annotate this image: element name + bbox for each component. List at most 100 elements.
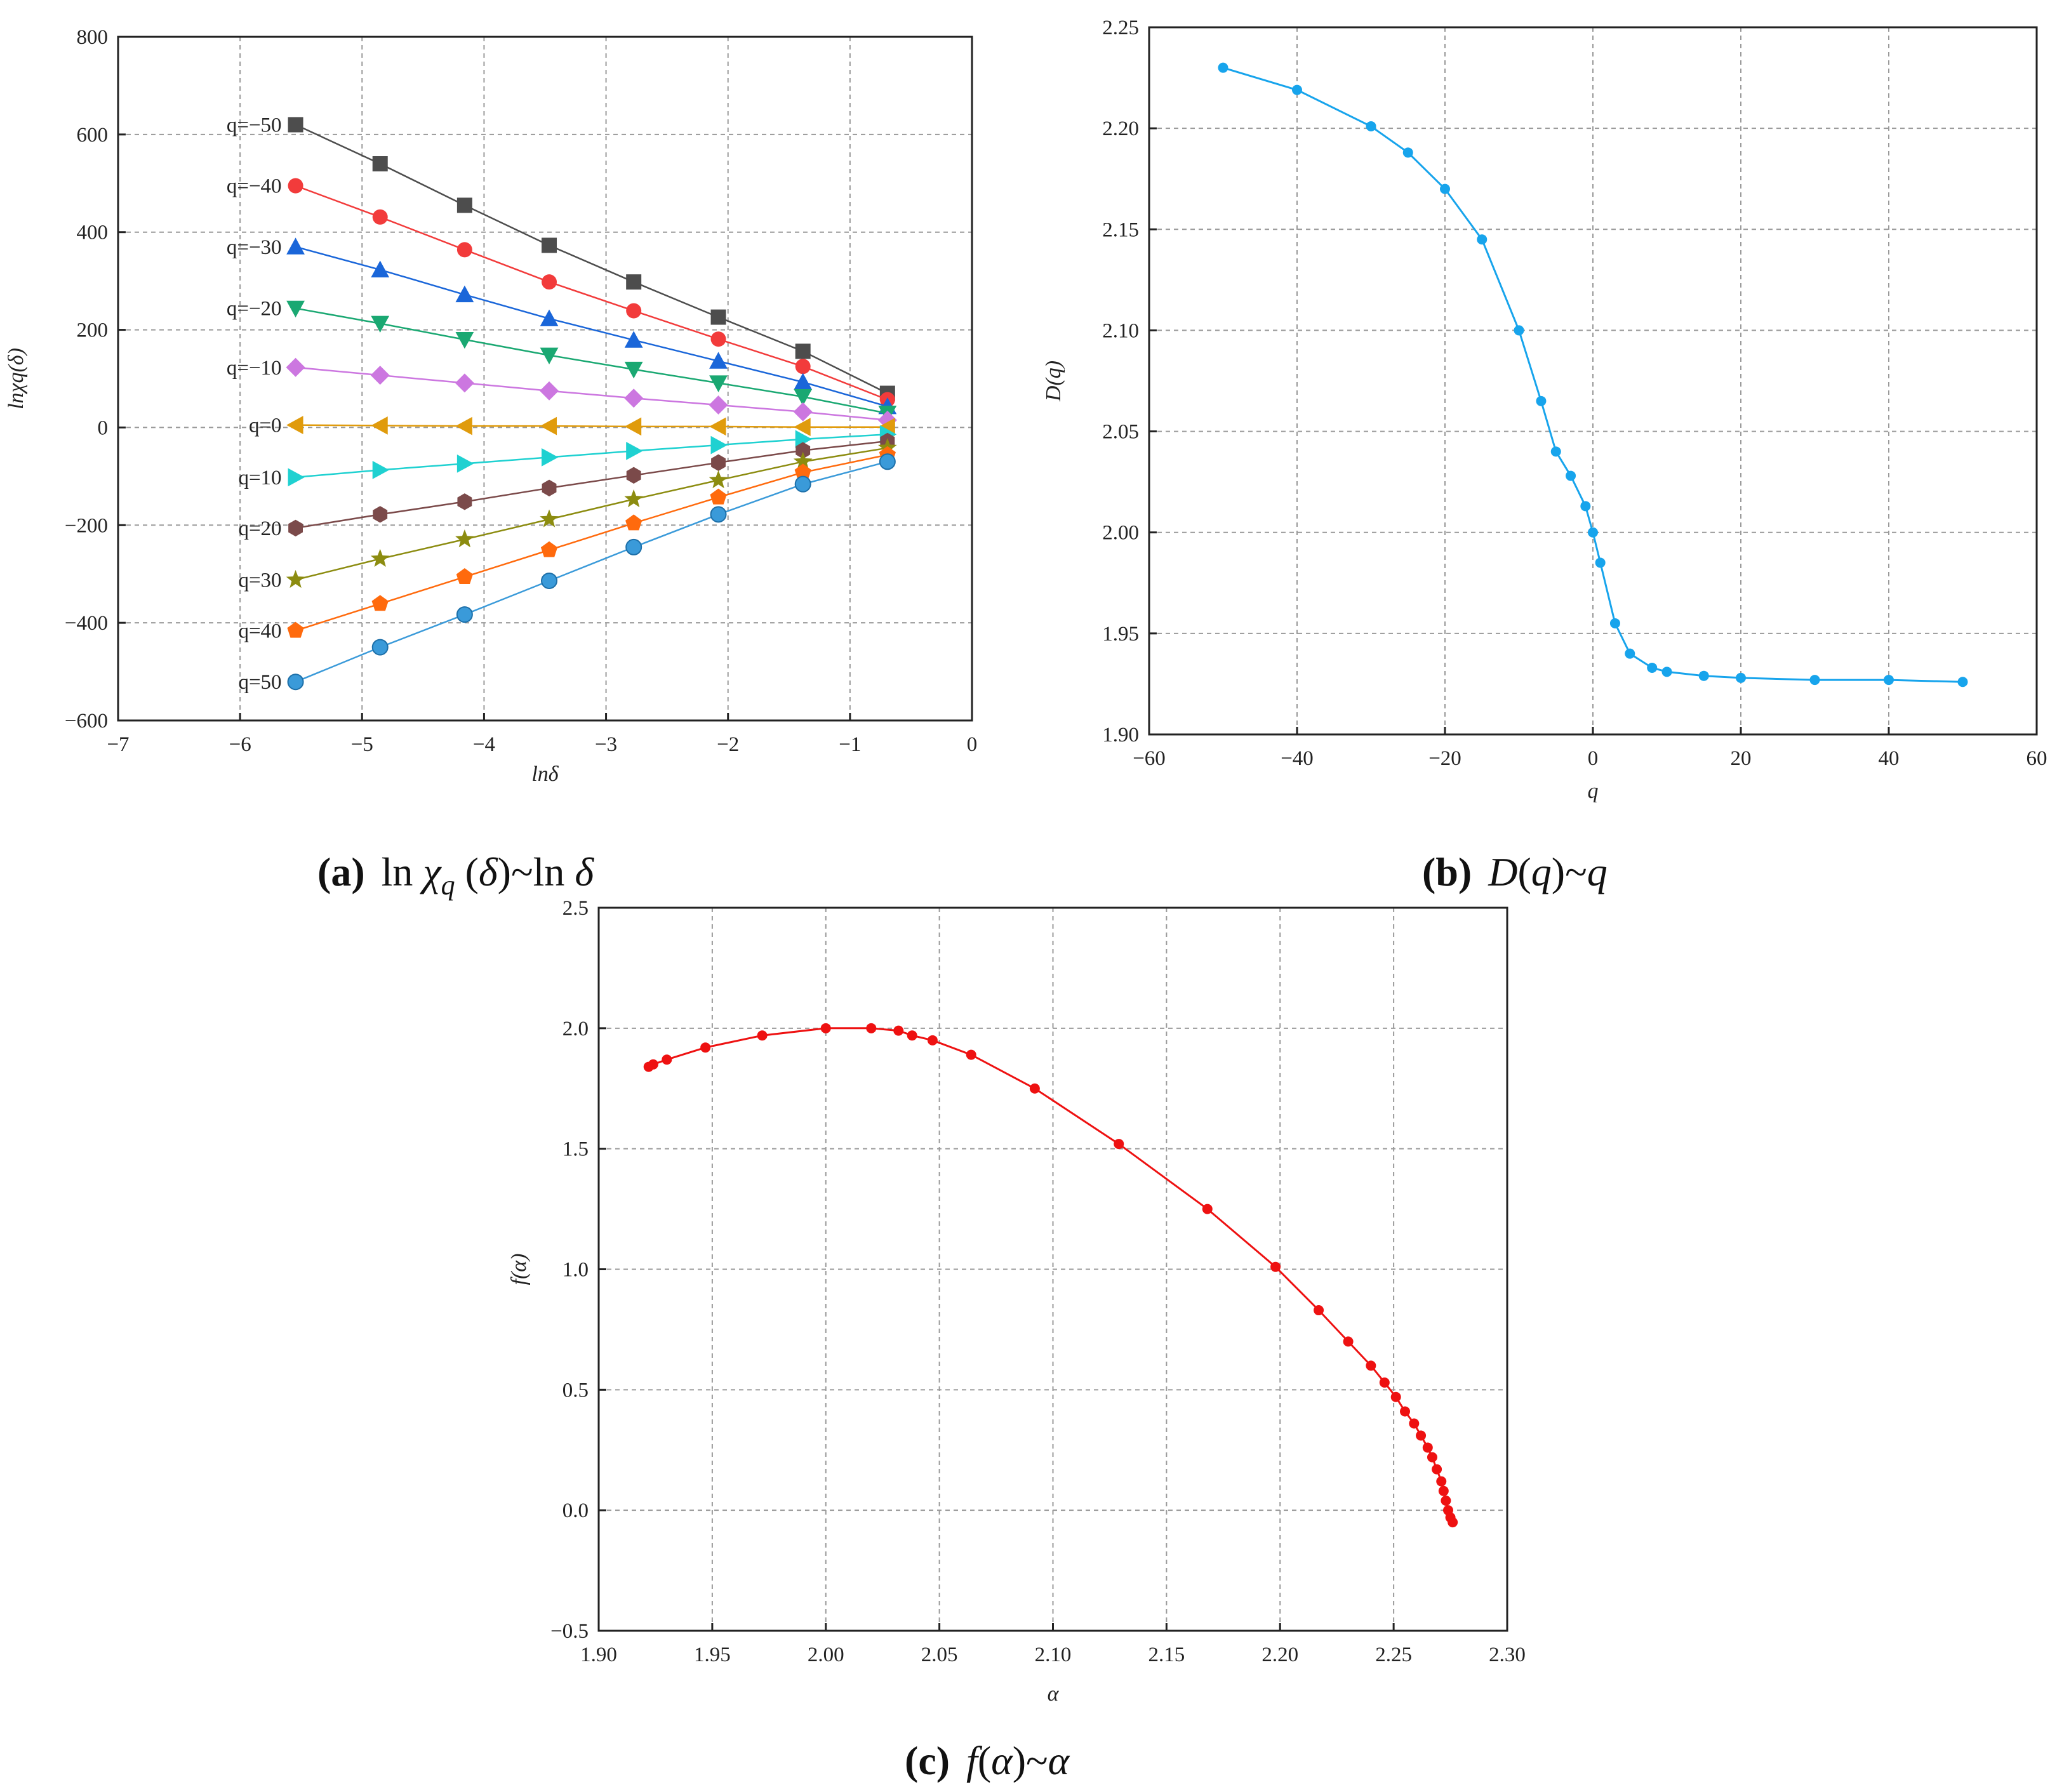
x-tick-label: −2 (717, 733, 739, 756)
y-axis-label: f(α) (507, 1254, 531, 1285)
y-axis-label: lnχq(δ) (4, 348, 28, 409)
y-tick-label: 2.10 (1102, 319, 1139, 342)
data-point (1609, 618, 1620, 628)
data-point (624, 331, 643, 348)
series-D-q (1218, 62, 1968, 687)
series-q=−10: q=−10 (227, 357, 897, 430)
data-point (456, 606, 473, 623)
data-point (370, 366, 390, 385)
panel-b-chart: −60 −40 −20 0 20 40 60 1.90 1.95 2.00 2.05 2.10 2.15… (1042, 17, 2047, 803)
data-point (710, 309, 726, 325)
data-point (1438, 1485, 1449, 1496)
data-point (288, 468, 305, 487)
series-q=−20: q=−20 (227, 298, 897, 423)
y-tick-label: 1.5 (563, 1138, 589, 1161)
series-label: q=−40 (227, 175, 282, 198)
data-point (794, 388, 813, 406)
series-label: q=40 (238, 620, 281, 642)
data-point (372, 209, 388, 225)
data-point (287, 621, 304, 638)
data-point (371, 260, 390, 277)
data-point (1416, 1430, 1427, 1441)
data-point (927, 1035, 938, 1045)
data-point (542, 274, 557, 290)
data-point (455, 285, 474, 303)
data-point (709, 375, 728, 392)
data-point (371, 315, 390, 333)
y-tick-label: 400 (77, 222, 109, 244)
data-point (455, 331, 474, 349)
y-tick-label: 2.0 (563, 1018, 589, 1040)
data-point (794, 463, 811, 480)
data-point (1400, 1406, 1411, 1417)
x-tick-label: 2.10 (1035, 1643, 1072, 1666)
y-tick-label: 2.25 (1102, 17, 1139, 39)
data-point (288, 519, 303, 537)
y-tick-label: 2.05 (1102, 421, 1139, 444)
data-point (625, 538, 642, 555)
data-point (794, 373, 813, 390)
series-q=50: q=50 (238, 453, 896, 694)
y-tick-label: 0.5 (563, 1379, 589, 1402)
data-point (710, 435, 728, 455)
data-point (1580, 501, 1591, 512)
y-tick-label: 2.20 (1102, 117, 1139, 140)
data-point (456, 568, 474, 584)
series-line (295, 461, 888, 683)
data-point (457, 493, 472, 510)
data-point (893, 1025, 904, 1036)
data-point (1514, 325, 1524, 336)
data-point (1366, 121, 1376, 131)
data-point (1202, 1204, 1213, 1214)
series-line (295, 433, 888, 479)
caption-c: (c) f(α)~α (905, 1738, 1070, 1783)
data-point (540, 381, 559, 401)
data-point (373, 506, 388, 523)
panel-a-chart: −7 −6 −5 −4 −3 −2 −1 0 −600 −400 −200 0 200 400 600 800… (4, 26, 977, 786)
data-point (966, 1049, 976, 1060)
data-point (1588, 527, 1598, 538)
data-point (710, 506, 727, 523)
data-point (286, 357, 305, 377)
x-tick-label: 0 (967, 733, 978, 756)
data-point (455, 416, 472, 435)
data-point (1809, 675, 1820, 686)
data-point (455, 529, 474, 548)
data-point (371, 595, 389, 611)
data-point (1114, 1139, 1124, 1150)
x-axis-label: q (1588, 780, 1599, 803)
y-tick-label: 800 (77, 26, 109, 49)
series-q=−30: q=−30 (227, 236, 897, 415)
y-tick-label: −600 (65, 710, 108, 733)
data-point (700, 1042, 711, 1053)
x-tick-label: 1.95 (694, 1643, 731, 1666)
data-point (542, 448, 559, 467)
data-point (709, 352, 728, 369)
series-label: q=30 (238, 569, 281, 592)
data-point (879, 453, 896, 470)
data-point (456, 197, 472, 213)
x-tick-label: −6 (229, 733, 251, 756)
data-point (793, 451, 813, 470)
data-point (372, 460, 390, 479)
data-point (1314, 1305, 1324, 1316)
data-point (1436, 1476, 1447, 1487)
series-line (295, 447, 888, 581)
data-point (1292, 84, 1302, 95)
x-tick-label: −1 (839, 733, 861, 756)
y-tick-label: 0 (98, 416, 109, 439)
data-point (456, 242, 472, 258)
series-label: q=20 (238, 517, 281, 540)
data-point (371, 416, 388, 435)
data-point (1270, 1261, 1281, 1272)
data-point (626, 274, 642, 290)
data-point (288, 178, 303, 194)
series-f-alpha (643, 1023, 1458, 1528)
data-point (1661, 667, 1672, 677)
data-point (1698, 670, 1709, 681)
series-q=−40: q=−40 (227, 175, 895, 408)
data-point (286, 416, 303, 434)
data-point (626, 303, 642, 319)
y-tick-label: 1.95 (1102, 623, 1139, 646)
